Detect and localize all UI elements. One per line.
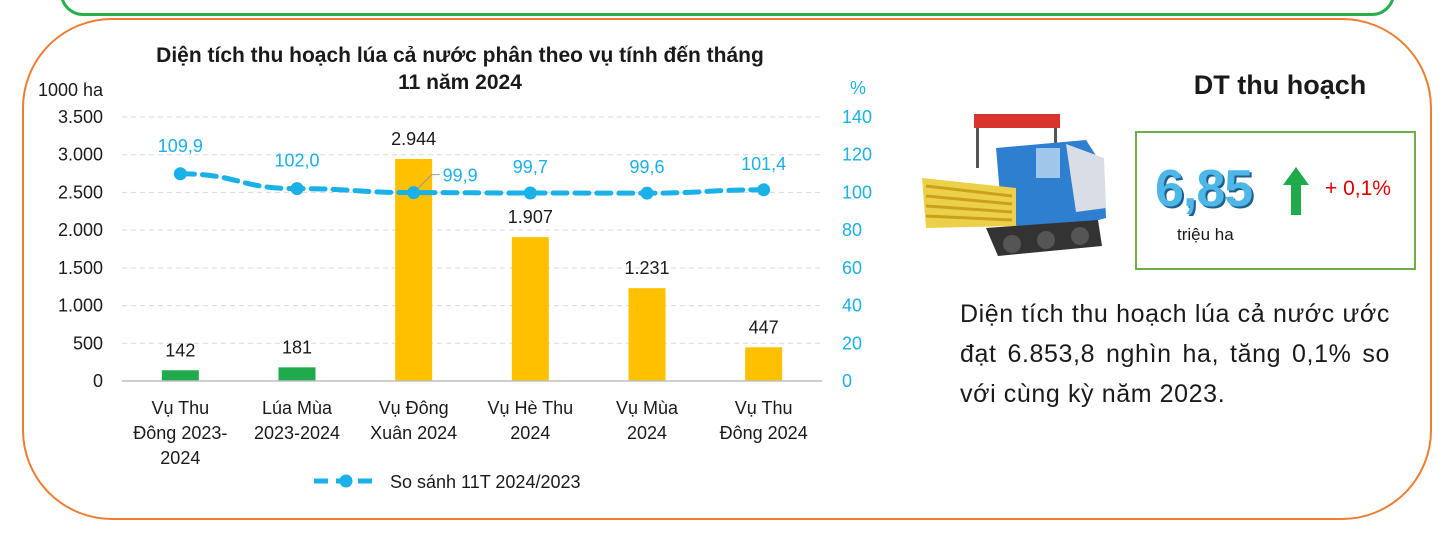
y-left-tick-label: 0 xyxy=(93,371,103,391)
y-right-tick-label: 40 xyxy=(842,296,862,316)
kpi-heading: DT thu hoạch xyxy=(1193,70,1367,100)
x-category-label: 2024 xyxy=(160,448,200,468)
bar-value-label: 142 xyxy=(165,340,195,360)
x-category-label: Xuân 2024 xyxy=(370,423,457,443)
x-category-label: Vụ Mùa xyxy=(616,398,679,418)
legend: So sánh 11T 2024/2023 xyxy=(314,472,581,492)
x-category-label: Vụ Thu xyxy=(151,398,209,418)
up-arrow-icon xyxy=(1283,167,1309,215)
x-category-label: 2024 xyxy=(510,423,550,443)
gridlines xyxy=(122,116,822,344)
description-text: Diện tích thu hoạch lúa cả nước ước đạt … xyxy=(960,300,1390,408)
x-category-label: Vụ Đông xyxy=(379,398,449,418)
line-point xyxy=(290,182,304,196)
y-left-tick-label: 3.500 xyxy=(58,107,103,127)
kpi-unit: triệu ha xyxy=(1177,225,1234,244)
bar xyxy=(278,367,316,381)
y-right-tick-label: 0 xyxy=(842,371,852,391)
y-left-tick-label: 1.000 xyxy=(58,296,103,316)
y-right-tick-label: 20 xyxy=(842,333,862,353)
line-point xyxy=(407,186,421,200)
y-left-tick-label: 500 xyxy=(73,333,103,353)
bar-value-label: 1.231 xyxy=(624,258,669,278)
line-series: 109,9 102,0 99,9 99,7 99,6 101,4 xyxy=(158,136,786,200)
bar-value-label: 2.944 xyxy=(391,129,436,149)
line-value-label: 102,0 xyxy=(274,151,319,171)
bar-series: 142 181 2.944 1.907 1.231 447 xyxy=(161,129,783,381)
y-left-tick-label: 3.000 xyxy=(58,145,103,165)
rice-combine-harvester-icon xyxy=(922,114,1106,256)
legend-label: So sánh 11T 2024/2023 xyxy=(390,472,581,492)
x-category-label: Lúa Mùa xyxy=(262,398,333,418)
y-left-unit: 1000 ha xyxy=(38,80,104,100)
x-category-label: Đông 2023- xyxy=(133,423,227,443)
line-point xyxy=(640,186,654,200)
y-left-tick-label: 2.500 xyxy=(58,182,103,202)
x-category-label: Vụ Thu xyxy=(735,398,793,418)
line-value-label: 101,4 xyxy=(741,154,786,174)
y-left-tick-label: 1.500 xyxy=(58,258,103,278)
y-right-unit: % xyxy=(850,78,866,98)
line-value-label: 99,7 xyxy=(513,157,548,177)
x-category-label: 2024 xyxy=(627,423,667,443)
line-label-leader xyxy=(417,174,440,189)
y-right-tick-label: 60 xyxy=(842,258,862,278)
line-value-label: 99,6 xyxy=(629,157,664,177)
line-value-label: 99,9 xyxy=(443,166,478,186)
bar-value-label: 181 xyxy=(282,337,312,357)
line-point xyxy=(523,186,537,200)
x-category-label: Đông 2024 xyxy=(720,423,808,443)
bar xyxy=(161,370,199,381)
line-point xyxy=(757,183,771,197)
bar-value-label: 1.907 xyxy=(508,207,553,227)
main-panel-border xyxy=(22,18,1432,520)
chart-title: Diện tích thu hoạch lúa cả nước phân the… xyxy=(156,44,764,94)
line-series-path xyxy=(177,171,767,196)
bar xyxy=(628,288,666,381)
y-right-tick-label: 100 xyxy=(842,182,872,202)
legend-marker xyxy=(339,474,353,488)
line-value-label: 109,9 xyxy=(158,136,203,156)
kpi-change: + 0,1% xyxy=(1325,177,1391,200)
y-right-tick-label: 80 xyxy=(842,220,862,240)
kpi-card: 6,85 + 0,1% triệu ha xyxy=(1135,131,1416,270)
x-category-label: Vụ Hè Thu xyxy=(487,398,573,418)
bar xyxy=(745,347,783,381)
kpi-value: 6,85 xyxy=(1155,160,1253,218)
bar-value-label: 447 xyxy=(749,317,779,337)
x-category-label: 2023-2024 xyxy=(254,423,340,443)
y-left-tick-label: 2.000 xyxy=(58,220,103,240)
axes: 0 500 1.000 1.500 2.000 2.500 3.000 3.500 0 20 40 6… xyxy=(38,78,872,468)
y-right-tick-label: 140 xyxy=(842,107,872,127)
line-point xyxy=(173,167,187,181)
combo-chart: 142 181 2.944 1.907 1.231 447 109,9 102,0 99,9 9… xyxy=(38,78,872,492)
bar xyxy=(511,237,549,381)
y-right-tick-label: 120 xyxy=(842,145,872,165)
